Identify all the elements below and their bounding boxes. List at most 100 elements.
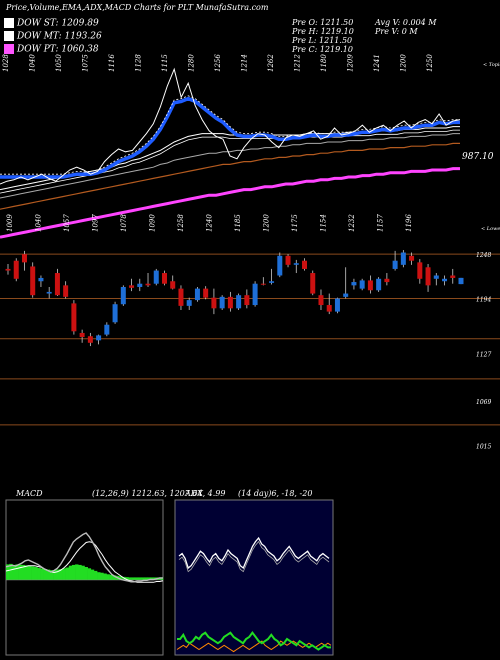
macd-histogram-bar xyxy=(62,568,66,580)
price-y-tick: 1069 xyxy=(476,399,491,406)
macd-histogram-bar xyxy=(103,573,107,580)
price-y-tick: 1015 xyxy=(476,443,491,450)
macd-histogram-bar xyxy=(56,569,60,580)
macd-histogram-bar xyxy=(141,577,145,580)
candle-body xyxy=(302,260,308,269)
macd-histogram-bar xyxy=(46,569,51,580)
candle-body xyxy=(104,324,110,335)
page-title: Price,Volume,EMA,ADX,MACD Charts for PLT… xyxy=(6,3,269,12)
macd-histogram-bar xyxy=(93,570,98,580)
candle-body xyxy=(178,288,184,306)
macd-histogram-bar xyxy=(131,577,136,580)
macd-histogram-bar xyxy=(84,567,88,580)
candle-body xyxy=(417,262,423,279)
candle-body xyxy=(236,295,242,309)
ohlc-close: Pre C: 1219.10 xyxy=(292,45,353,54)
ema-mt-label: DOW MT: 1193.26 xyxy=(17,31,102,42)
ema-pt-label: DOW PT: 1060.38 xyxy=(17,44,99,55)
ema-bottom-tick-label: 1185 xyxy=(234,214,242,232)
candle-body xyxy=(87,336,93,343)
ema-line-mid-shadow xyxy=(0,129,460,194)
candle-body xyxy=(5,268,11,271)
macd-histogram-bar xyxy=(15,564,19,580)
candle-body xyxy=(219,296,225,309)
macd-line xyxy=(5,532,163,583)
candle-body xyxy=(38,277,44,282)
candle-body xyxy=(285,255,291,265)
adx-line xyxy=(178,536,330,570)
ema-legend-st: DOW ST: 1209.89 xyxy=(4,18,99,29)
ema-bottom-tick-label: 1097 xyxy=(92,214,100,232)
macd-histogram-bar xyxy=(109,574,114,580)
ema-swatch-mt xyxy=(4,31,14,41)
candle-body xyxy=(326,305,332,312)
ema-bottom-tick-label: 1009 xyxy=(6,214,14,232)
candle-body xyxy=(351,282,357,286)
candle-body xyxy=(277,255,283,276)
ohlc-low: Pre L: 1211.50 xyxy=(292,36,353,45)
candle-body xyxy=(367,280,373,291)
candle-body xyxy=(400,252,406,265)
candle-body xyxy=(359,280,365,289)
candle-body xyxy=(252,283,258,306)
macd-histogram-bar xyxy=(112,575,117,580)
candle-body xyxy=(442,278,448,282)
avg-volume: Avg V: 0.004 M xyxy=(375,18,437,27)
macd-histogram-bar xyxy=(9,563,13,580)
candle-body xyxy=(129,285,135,288)
ema-swatch-pt xyxy=(4,44,14,54)
price-y-tick: 1127 xyxy=(476,351,491,358)
ema-line-short-dotted xyxy=(0,95,460,175)
macd-histogram-bar xyxy=(65,567,70,580)
ema-line-ema-short xyxy=(0,96,460,179)
macd-histogram-bar xyxy=(125,577,129,580)
ema-last-value: 987.10 xyxy=(462,152,494,162)
candle-body xyxy=(376,278,382,291)
macd-histogram-bar xyxy=(37,568,41,580)
candle-body xyxy=(269,281,275,283)
macd-histogram-bar xyxy=(134,577,139,580)
candle-body xyxy=(318,295,324,306)
macd-histogram-bar xyxy=(128,577,132,580)
macd-histogram-bar xyxy=(78,564,82,580)
macd-histogram-bar xyxy=(59,569,63,580)
ema-line-price xyxy=(0,67,461,185)
candle-body xyxy=(458,277,464,285)
adx-label: ADX xyxy=(185,489,203,498)
ema-bottom-tick-label: 1090 xyxy=(149,214,157,232)
candle-body xyxy=(334,298,340,312)
candle-body xyxy=(71,303,77,332)
macd-histogram-bar xyxy=(24,565,29,580)
adx-line-shadow xyxy=(178,540,330,573)
ema-bottom-tick-label: 1157 xyxy=(377,214,385,232)
macd-histogram-bar xyxy=(87,568,92,580)
ema-top-tick-label: 1256 xyxy=(214,54,222,72)
ema-top-tick-label: 1209 xyxy=(347,54,355,72)
candle-body xyxy=(96,335,102,341)
macd-signal-line xyxy=(5,541,164,583)
macd-histogram-bar xyxy=(6,564,10,580)
macd-histogram-bar xyxy=(75,564,79,580)
ema-bottom-tick-label: 1240 xyxy=(206,214,214,232)
macd-params: (12,26,9) 1212.63, 1207.64, 4.99 xyxy=(92,489,226,498)
macd-histogram-bar xyxy=(71,564,76,580)
candle-body xyxy=(409,255,415,261)
candle-body xyxy=(161,273,167,284)
ema-line-ema-magenta xyxy=(0,167,460,239)
candle-body xyxy=(153,270,159,284)
ema-top-tick-label: 1250 xyxy=(426,54,434,72)
candle-body xyxy=(137,283,143,287)
ema-top-tick-label: 1262 xyxy=(267,54,275,72)
price-y-tick: 1248 xyxy=(476,252,491,259)
candle-body xyxy=(227,296,233,309)
ema-legend-pt: DOW PT: 1060.38 xyxy=(4,44,99,55)
macd-histogram-bar xyxy=(53,570,57,580)
ema-line-ema-long xyxy=(0,133,460,199)
candle-body xyxy=(21,254,27,263)
macd-histogram-bar xyxy=(31,566,35,580)
ema-top-tick-label: 1214 xyxy=(241,54,249,72)
macd-histogram-bar xyxy=(40,568,44,580)
ema-panel: 1028 1040 1050 1075 1116 1128 1115 1280 1256 1214… xyxy=(0,54,500,239)
price-y-tick: 1194 xyxy=(476,296,491,303)
ema-top-tick-label: 1050 xyxy=(55,54,63,72)
